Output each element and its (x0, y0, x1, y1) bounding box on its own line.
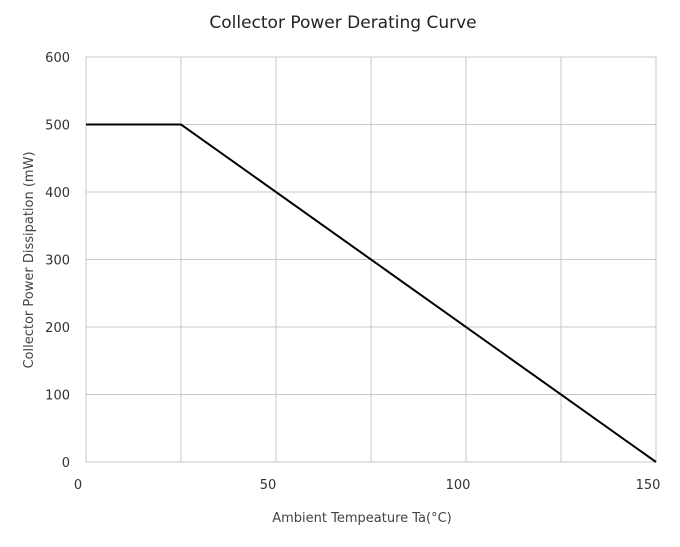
y-tick-label: 0 (62, 456, 70, 471)
x-tick-label: 0 (74, 478, 82, 493)
y-axis-label: Collector Power Dissipation (mW) (22, 151, 37, 368)
x-tick-labels: 0 50 100 150 (74, 478, 661, 493)
y-tick-label: 600 (45, 51, 70, 66)
y-tick-label: 400 (45, 186, 70, 201)
chart-title: Collector Power Derating Curve (209, 13, 476, 33)
series-layer (86, 123, 657, 463)
y-tick-label: 100 (45, 389, 70, 404)
x-tick-label: 50 (260, 478, 277, 493)
derating-curve-line (86, 123, 657, 463)
x-axis-label: Ambient Tempeature Ta(°C) (272, 511, 452, 526)
y-tick-label: 300 (45, 254, 70, 269)
y-tick-label: 500 (45, 119, 70, 134)
y-tick-labels: 0 100 200 300 400 500 600 (45, 51, 70, 471)
x-tick-label: 150 (636, 478, 661, 493)
y-tick-label: 200 (45, 321, 70, 336)
x-tick-label: 100 (446, 478, 471, 493)
